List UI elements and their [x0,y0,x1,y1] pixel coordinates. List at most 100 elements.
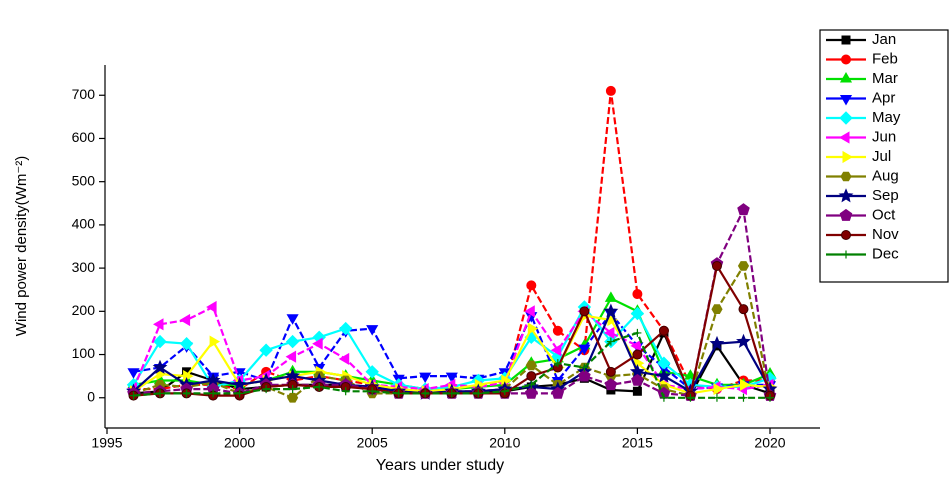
marker [127,368,140,379]
marker [183,370,194,383]
marker [736,333,751,348]
marker [605,366,616,377]
marker [632,386,642,396]
x-tick-label: 2020 [754,435,785,451]
marker [445,372,458,384]
legend-marker [841,35,851,45]
marker [394,389,403,398]
marker [738,304,749,315]
marker [527,380,536,389]
y-tick-label: 0 [87,388,95,404]
marker [152,359,168,374]
marker [709,335,725,351]
marker [153,318,164,331]
marker [604,291,617,302]
marker [632,349,643,360]
marker [603,326,615,339]
legend-label: May [872,109,901,126]
y-tick-label: 700 [72,86,96,102]
x-tick-label: 2015 [622,435,653,451]
marker [288,385,297,394]
legend-marker [842,150,853,164]
marker [739,393,748,402]
legend-marker [839,72,853,83]
marker [259,343,273,357]
marker [500,387,509,396]
marker [552,325,563,336]
marker [209,389,218,398]
legend-label: Mar [872,70,898,87]
marker [179,336,194,351]
marker [579,306,590,317]
marker [713,383,724,396]
legend-marker [839,131,850,144]
marker [419,372,432,384]
marker [659,393,668,402]
marker [525,386,538,399]
legend-marker [839,208,853,221]
marker [129,391,138,400]
marker [525,360,537,371]
marker [711,304,723,314]
marker [447,389,456,398]
marker [524,305,535,318]
marker [206,300,217,314]
legend-marker [841,54,851,65]
y-tick-label: 400 [72,216,96,232]
x-axis-label: Years under study [376,457,504,474]
marker [474,389,483,398]
marker [740,378,751,391]
marker [287,392,299,403]
marker [686,393,695,402]
y-tick-label: 300 [72,259,96,275]
marker [737,261,750,271]
marker [209,335,221,348]
marker [526,371,537,382]
marker [632,289,643,300]
legend-label: Nov [872,226,899,243]
marker [578,344,591,356]
marker [366,325,379,336]
marker [156,389,165,398]
legend-label: Jan [872,31,896,48]
marker [657,356,671,370]
marker [737,203,750,216]
legend-label: Dec [872,245,899,262]
marker [312,337,323,350]
marker [338,321,353,336]
marker [580,363,589,372]
marker [526,280,537,291]
legend-marker [839,95,853,106]
marker [315,382,324,391]
marker [262,385,271,394]
marker [712,393,721,402]
marker [365,365,379,379]
marker [550,344,562,357]
marker [286,314,299,325]
legend-label: Jul [872,148,891,165]
legend-label: Jun [872,128,896,145]
marker [235,389,244,398]
x-tick-label: 2010 [489,435,520,451]
y-tick-label: 100 [72,345,96,361]
marker [603,303,619,318]
marker [606,337,615,346]
marker [631,373,644,386]
marker [551,386,565,399]
legend-marker [838,188,854,203]
legend-label: Sep [872,187,899,204]
marker [341,387,350,396]
marker [501,374,512,387]
legend-label: Aug [872,167,899,184]
legend-marker [842,250,850,259]
marker [179,313,191,327]
marker [630,339,641,352]
marker [553,359,562,368]
y-axis-label: Wind power density(Wm⁻²) [13,156,30,336]
marker [658,325,669,336]
x-tick-label: 1995 [91,435,122,451]
marker [338,352,350,365]
x-tick-label: 2005 [357,435,388,451]
legend-marker [839,111,853,125]
series-line [133,90,770,393]
